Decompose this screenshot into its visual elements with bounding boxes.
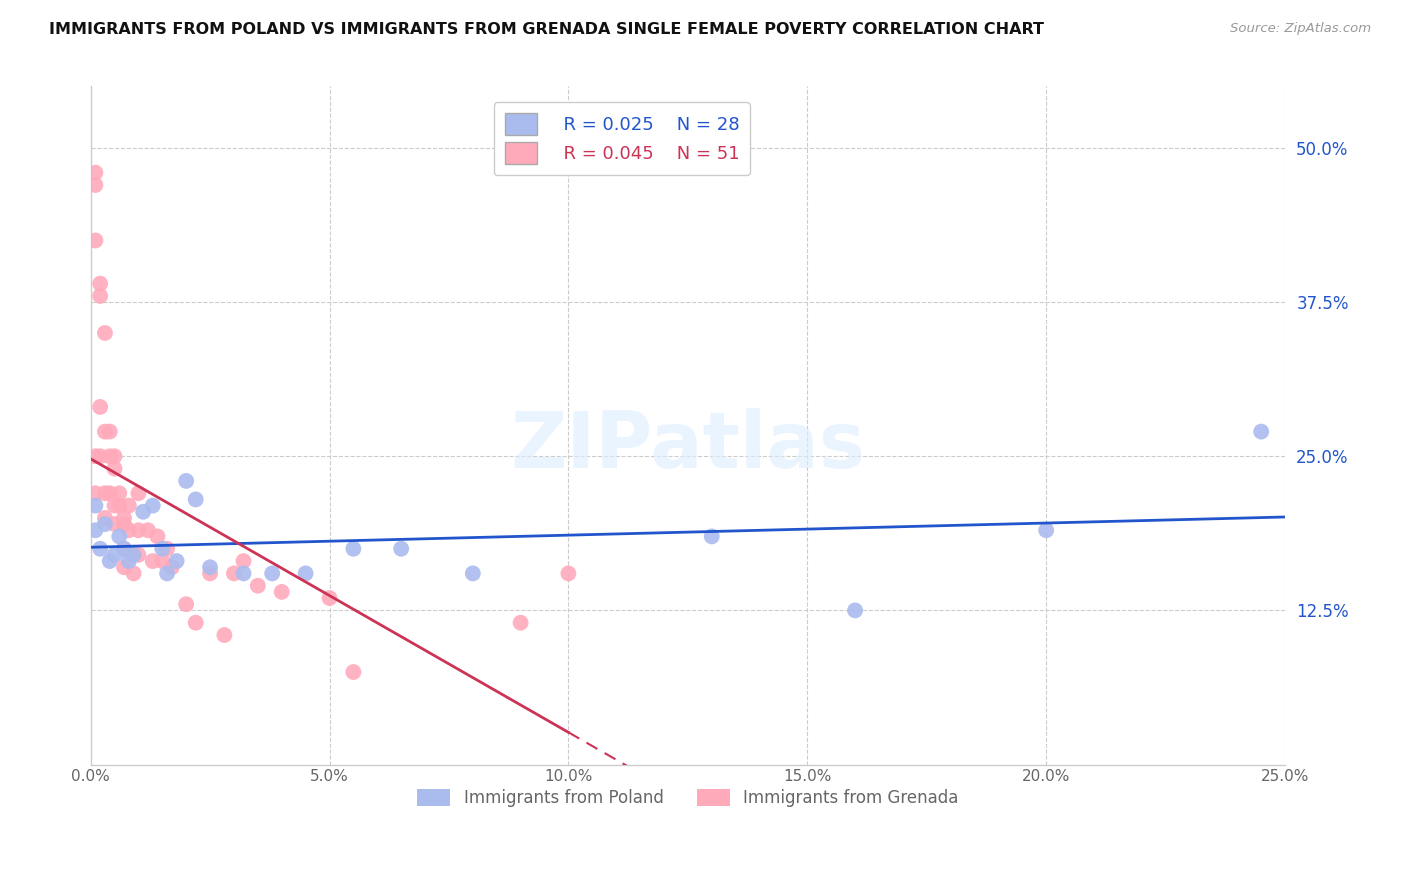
Point: [198, 566, 221, 581]
Text: IMMIGRANTS FROM POLAND VS IMMIGRANTS FROM GRENADA SINGLE FEMALE POVERTY CORRELAT: IMMIGRANTS FROM POLAND VS IMMIGRANTS FRO…: [49, 22, 1045, 37]
Point: [262, 566, 284, 581]
Point: [461, 566, 484, 581]
Point: [89, 277, 111, 291]
Point: [94, 517, 117, 532]
Point: [222, 566, 245, 581]
Point: [127, 548, 149, 562]
Point: [98, 425, 121, 439]
Point: [103, 548, 125, 562]
Point: [98, 450, 121, 464]
Point: [342, 541, 364, 556]
Point: [112, 541, 135, 556]
Point: [1035, 523, 1057, 537]
Legend: Immigrants from Poland, Immigrants from Grenada: Immigrants from Poland, Immigrants from …: [411, 782, 966, 814]
Point: [98, 486, 121, 500]
Text: ZIPatlas: ZIPatlas: [510, 408, 865, 483]
Point: [122, 566, 145, 581]
Point: [156, 566, 179, 581]
Point: [108, 486, 131, 500]
Point: [132, 505, 155, 519]
Point: [89, 400, 111, 414]
Point: [89, 541, 111, 556]
Point: [112, 517, 135, 532]
Point: [122, 548, 145, 562]
Point: [156, 541, 179, 556]
Point: [94, 511, 117, 525]
Point: [318, 591, 340, 605]
Point: [1250, 425, 1272, 439]
Point: [294, 566, 316, 581]
Point: [98, 554, 121, 568]
Point: [150, 554, 173, 568]
Point: [146, 529, 169, 543]
Point: [84, 523, 107, 537]
Point: [342, 665, 364, 679]
Point: [389, 541, 412, 556]
Point: [142, 499, 165, 513]
Point: [174, 597, 197, 611]
Point: [89, 450, 111, 464]
Point: [118, 554, 141, 568]
Point: [118, 499, 141, 513]
Point: [84, 178, 107, 192]
Point: [84, 499, 107, 513]
Point: [127, 486, 149, 500]
Point: [103, 450, 125, 464]
Point: [127, 523, 149, 537]
Point: [198, 560, 221, 574]
Point: [509, 615, 531, 630]
Point: [700, 529, 723, 543]
Point: [84, 234, 107, 248]
Point: [214, 628, 236, 642]
Point: [112, 560, 135, 574]
Point: [118, 523, 141, 537]
Point: [103, 499, 125, 513]
Point: [557, 566, 579, 581]
Point: [94, 486, 117, 500]
Point: [112, 541, 135, 556]
Point: [232, 554, 254, 568]
Point: [160, 560, 183, 574]
Point: [246, 579, 269, 593]
Point: [94, 425, 117, 439]
Point: [184, 492, 207, 507]
Point: [122, 548, 145, 562]
Point: [142, 554, 165, 568]
Point: [136, 523, 159, 537]
Point: [84, 166, 107, 180]
Point: [112, 511, 135, 525]
Text: Source: ZipAtlas.com: Source: ZipAtlas.com: [1230, 22, 1371, 36]
Point: [108, 499, 131, 513]
Point: [270, 585, 292, 599]
Point: [166, 554, 188, 568]
Point: [103, 517, 125, 532]
Point: [184, 615, 207, 630]
Point: [174, 474, 197, 488]
Point: [103, 461, 125, 475]
Point: [108, 529, 131, 543]
Point: [89, 289, 111, 303]
Point: [94, 326, 117, 340]
Point: [844, 603, 866, 617]
Point: [84, 486, 107, 500]
Point: [150, 541, 173, 556]
Point: [84, 450, 107, 464]
Point: [232, 566, 254, 581]
